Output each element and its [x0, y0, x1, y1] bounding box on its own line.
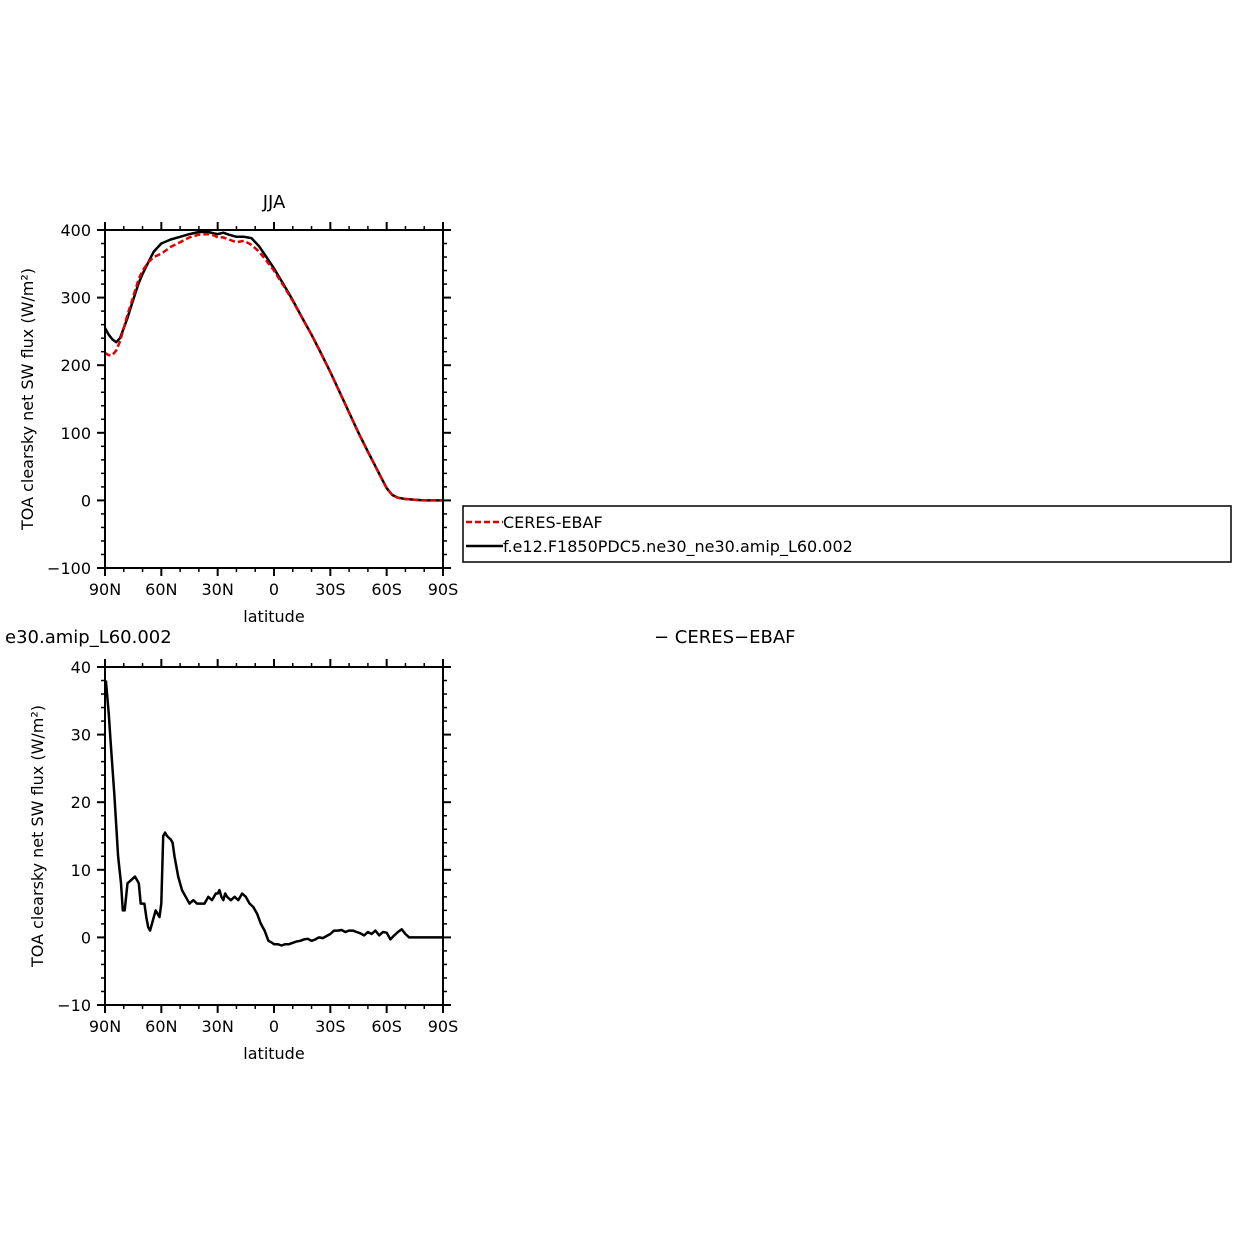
legend-label-model: f.e12.F1850PDC5.ne30_ne30.amip_L60.002 — [503, 537, 853, 557]
x-tick-label: 30S — [315, 580, 346, 599]
legend-box — [462, 505, 1232, 563]
top-plot-title: JJA — [262, 192, 286, 213]
top-plot-frame — [104, 229, 444, 569]
x-tick-label: 90S — [428, 580, 459, 599]
x-tick-label: 60S — [371, 580, 402, 599]
bottom-plot: e30.amip_L60.002 − CERES−EBAF latitude T… — [5, 627, 796, 1063]
y-tick-label: 200 — [60, 356, 91, 375]
x-tick-label: 0 — [269, 1017, 279, 1036]
y-tick-label: −100 — [47, 559, 91, 578]
y-tick-label: 10 — [71, 861, 91, 880]
x-tick-label: 90N — [89, 580, 121, 599]
y-tick-label: 40 — [71, 658, 91, 677]
legend-label-ceres: CERES-EBAF — [503, 513, 603, 532]
ceres-ebaf-line — [104, 232, 443, 502]
bottom-axis-ticks — [97, 659, 451, 1013]
x-tick-label: 60S — [371, 1017, 402, 1036]
x-tick-label: 30S — [315, 1017, 346, 1036]
y-tick-label: 0 — [81, 928, 91, 947]
x-tick-label: 0 — [269, 580, 279, 599]
y-tick-label: 300 — [60, 289, 91, 308]
y-tick-label: 30 — [71, 726, 91, 745]
y-tick-label: −10 — [57, 996, 91, 1015]
bottom-x-axis-label: latitude — [243, 1044, 304, 1063]
top-plot: JJA latitude TOA clearsky net SW flux (W… — [18, 192, 458, 626]
bottom-series-lines — [104, 680, 443, 947]
y-tick-label: 400 — [60, 221, 91, 240]
model-line — [103, 230, 443, 502]
x-tick-label: 30N — [202, 580, 234, 599]
legend: CERES-EBAF f.e12.F1850PDC5.ne30_ne30.ami… — [462, 505, 1232, 563]
y-tick-label: 0 — [81, 491, 91, 510]
bottom-plot-frame — [104, 666, 444, 1006]
top-series-lines — [103, 230, 443, 502]
x-tick-label: 60N — [145, 1017, 177, 1036]
y-tick-label: 20 — [71, 793, 91, 812]
bottom-tick-labels: 90N 60N 30N 0 30S 60S 90S −10 0 10 20 30 40 — [57, 658, 458, 1036]
bottom-y-axis-label: TOA clearsky net SW flux (W/m²) — [28, 705, 47, 968]
y-tick-label: 100 — [60, 424, 91, 443]
top-y-axis-label: TOA clearsky net SW flux (W/m²) — [18, 268, 37, 531]
x-tick-label: 90S — [428, 1017, 459, 1036]
top-x-axis-label: latitude — [243, 607, 304, 626]
top-tick-labels: 90N 60N 30N 0 30S 60S 90S −100 0 100 200 300 400 — [47, 221, 458, 599]
x-tick-label: 30N — [202, 1017, 234, 1036]
x-tick-label: 90N — [89, 1017, 121, 1036]
model-line — [104, 680, 443, 947]
x-tick-label: 60N — [145, 580, 177, 599]
bottom-plot-title-left: e30.amip_L60.002 — [5, 627, 172, 648]
bottom-plot-title-right: − CERES−EBAF — [654, 627, 796, 648]
top-axis-ticks — [97, 222, 451, 576]
